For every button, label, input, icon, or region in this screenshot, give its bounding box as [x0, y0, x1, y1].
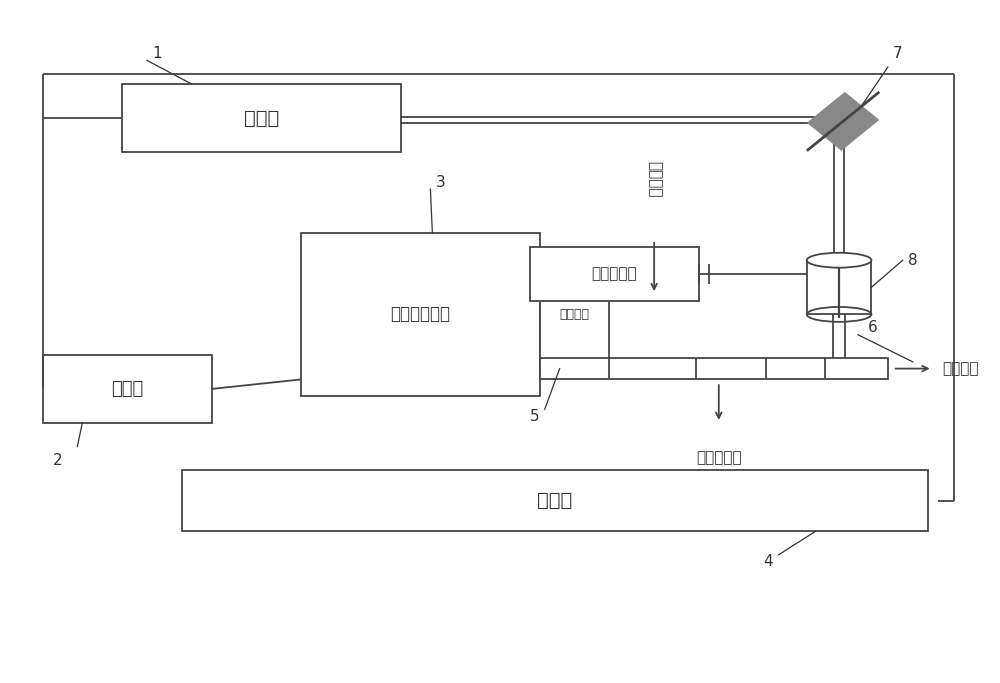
Bar — [43, 355, 212, 423]
Ellipse shape — [807, 253, 871, 268]
Text: 待加工工件: 待加工工件 — [696, 450, 742, 465]
Text: 6: 6 — [868, 320, 878, 335]
Polygon shape — [808, 93, 878, 150]
Text: 5: 5 — [530, 408, 540, 423]
Text: 空气压缩机: 空气压缩机 — [592, 266, 637, 281]
Text: 计算机: 计算机 — [111, 380, 143, 398]
Text: 激光器: 激光器 — [244, 109, 279, 128]
Text: 4: 4 — [764, 554, 773, 569]
Bar — [122, 84, 401, 152]
Bar — [807, 260, 871, 314]
Bar — [301, 233, 540, 395]
Bar — [182, 470, 928, 531]
Text: 压缩空气: 压缩空气 — [647, 161, 662, 197]
Text: 四爪卡盘: 四爪卡盘 — [560, 308, 590, 321]
Text: 8: 8 — [908, 253, 918, 268]
Text: 工作台: 工作台 — [537, 491, 572, 510]
Bar — [540, 359, 888, 379]
Text: 3: 3 — [435, 175, 445, 190]
Text: 1: 1 — [152, 46, 162, 61]
Text: 7: 7 — [893, 46, 903, 61]
Text: 工件夹具: 工件夹具 — [943, 361, 979, 376]
Text: 2: 2 — [53, 453, 62, 468]
Bar — [530, 247, 699, 301]
Text: 单轴直驱转台: 单轴直驱转台 — [390, 305, 450, 324]
Bar — [540, 260, 609, 369]
